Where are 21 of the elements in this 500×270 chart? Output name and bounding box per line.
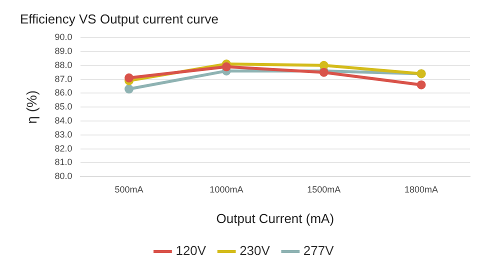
legend-label: 277V: [303, 243, 334, 258]
legend-label: 120V: [176, 243, 206, 258]
y-tick-label: 88.0: [54, 60, 72, 70]
y-tick-label: 84.0: [54, 115, 72, 126]
x-tick-label: 1000mA: [210, 184, 244, 194]
y-tick-label: 83.0: [54, 129, 72, 140]
y-tick-label: 89.0: [54, 46, 72, 56]
y-tick-label: 85.0: [54, 102, 72, 112]
y-tick-label: 80.0: [54, 171, 72, 182]
legend-label: 230V: [240, 243, 270, 258]
y-tick-label: 90.0: [54, 32, 72, 42]
y-tick-label: 86.0: [54, 88, 72, 98]
y-axis-title: η (%): [23, 90, 40, 124]
chart-title: Efficiency VS Output current curve: [20, 11, 218, 26]
x-tick-label: 500mA: [114, 184, 144, 194]
y-tick-label: 87.0: [54, 74, 72, 84]
x-axis-title: Output Current (mA): [216, 210, 334, 226]
x-tick-label: 1800mA: [404, 184, 438, 194]
y-tick-label: 82.0: [54, 143, 72, 154]
y-tick-label: 81.0: [54, 157, 72, 168]
x-tick-label: 1500mA: [307, 184, 341, 194]
